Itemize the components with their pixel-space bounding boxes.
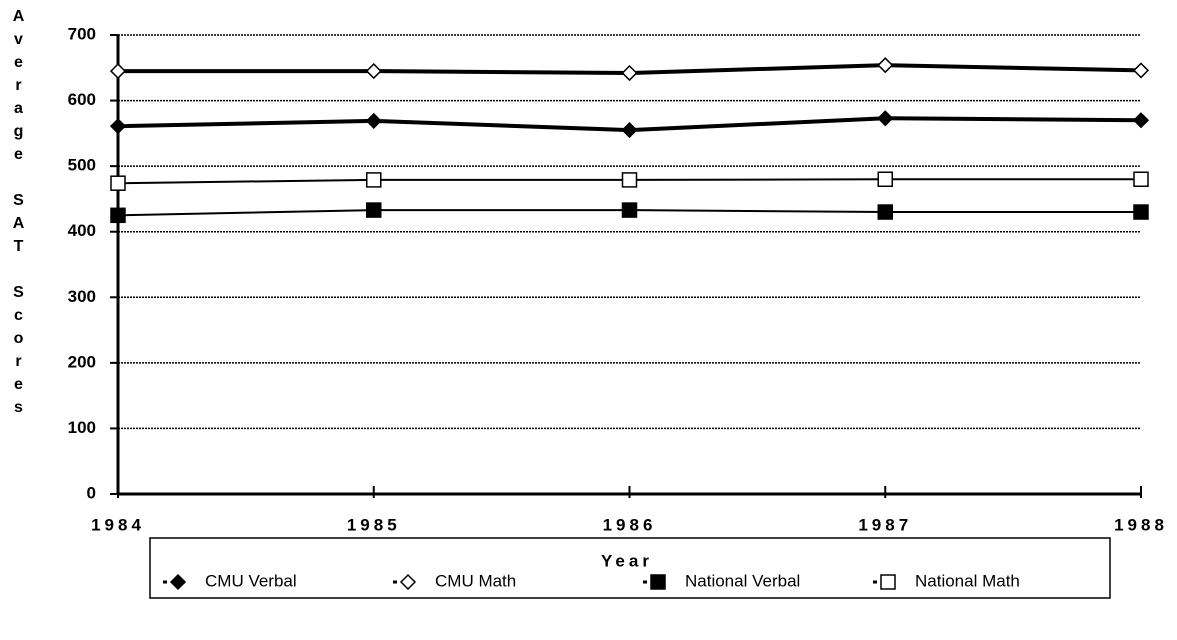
y-tick-label: 600 [68, 90, 96, 109]
y-tick-label: 500 [68, 156, 96, 175]
x-tick-label: 1988 [1114, 515, 1168, 534]
x-tick-label: 1985 [347, 515, 401, 534]
data-point [621, 122, 638, 139]
data-point [621, 202, 638, 218]
legend-marker [650, 574, 666, 590]
data-point [109, 118, 127, 135]
x-tick-label: 1984 [91, 515, 145, 534]
legend-label: National Math [915, 571, 1020, 590]
legend-marker [399, 573, 417, 591]
y-tick-label: 0 [87, 483, 96, 502]
legend-label: CMU Verbal [205, 571, 297, 590]
data-point [877, 57, 894, 74]
legend-marker [169, 573, 187, 591]
data-point [366, 172, 382, 188]
data-point [110, 207, 126, 224]
legend-label: National Verbal [685, 571, 800, 590]
data-point [621, 64, 638, 82]
data-point [365, 63, 382, 80]
x-axis-title: Year [601, 551, 653, 570]
data-point [366, 202, 382, 218]
data-point [621, 172, 638, 188]
y-tick-label: 300 [68, 287, 96, 306]
legend-box [149, 537, 1111, 599]
x-tick-label: 1987 [858, 515, 912, 534]
data-point [365, 112, 382, 129]
x-tick-label: 1986 [603, 515, 657, 534]
legend-label: CMU Math [435, 571, 516, 590]
y-tick-label: 700 [68, 24, 96, 43]
data-point [1132, 112, 1150, 129]
legend-marker [880, 574, 896, 590]
data-point [877, 171, 893, 188]
y-tick-label: 400 [68, 221, 96, 240]
y-tick-label: 200 [68, 352, 96, 371]
data-point [109, 63, 127, 80]
data-point [877, 204, 893, 220]
y-axis-title: Average SAT Scores [10, 8, 27, 422]
data-point [110, 175, 126, 191]
data-point [1133, 204, 1149, 220]
y-tick-label: 100 [68, 418, 96, 437]
data-point [1132, 62, 1150, 79]
data-point [877, 110, 894, 127]
data-point [1133, 171, 1149, 188]
